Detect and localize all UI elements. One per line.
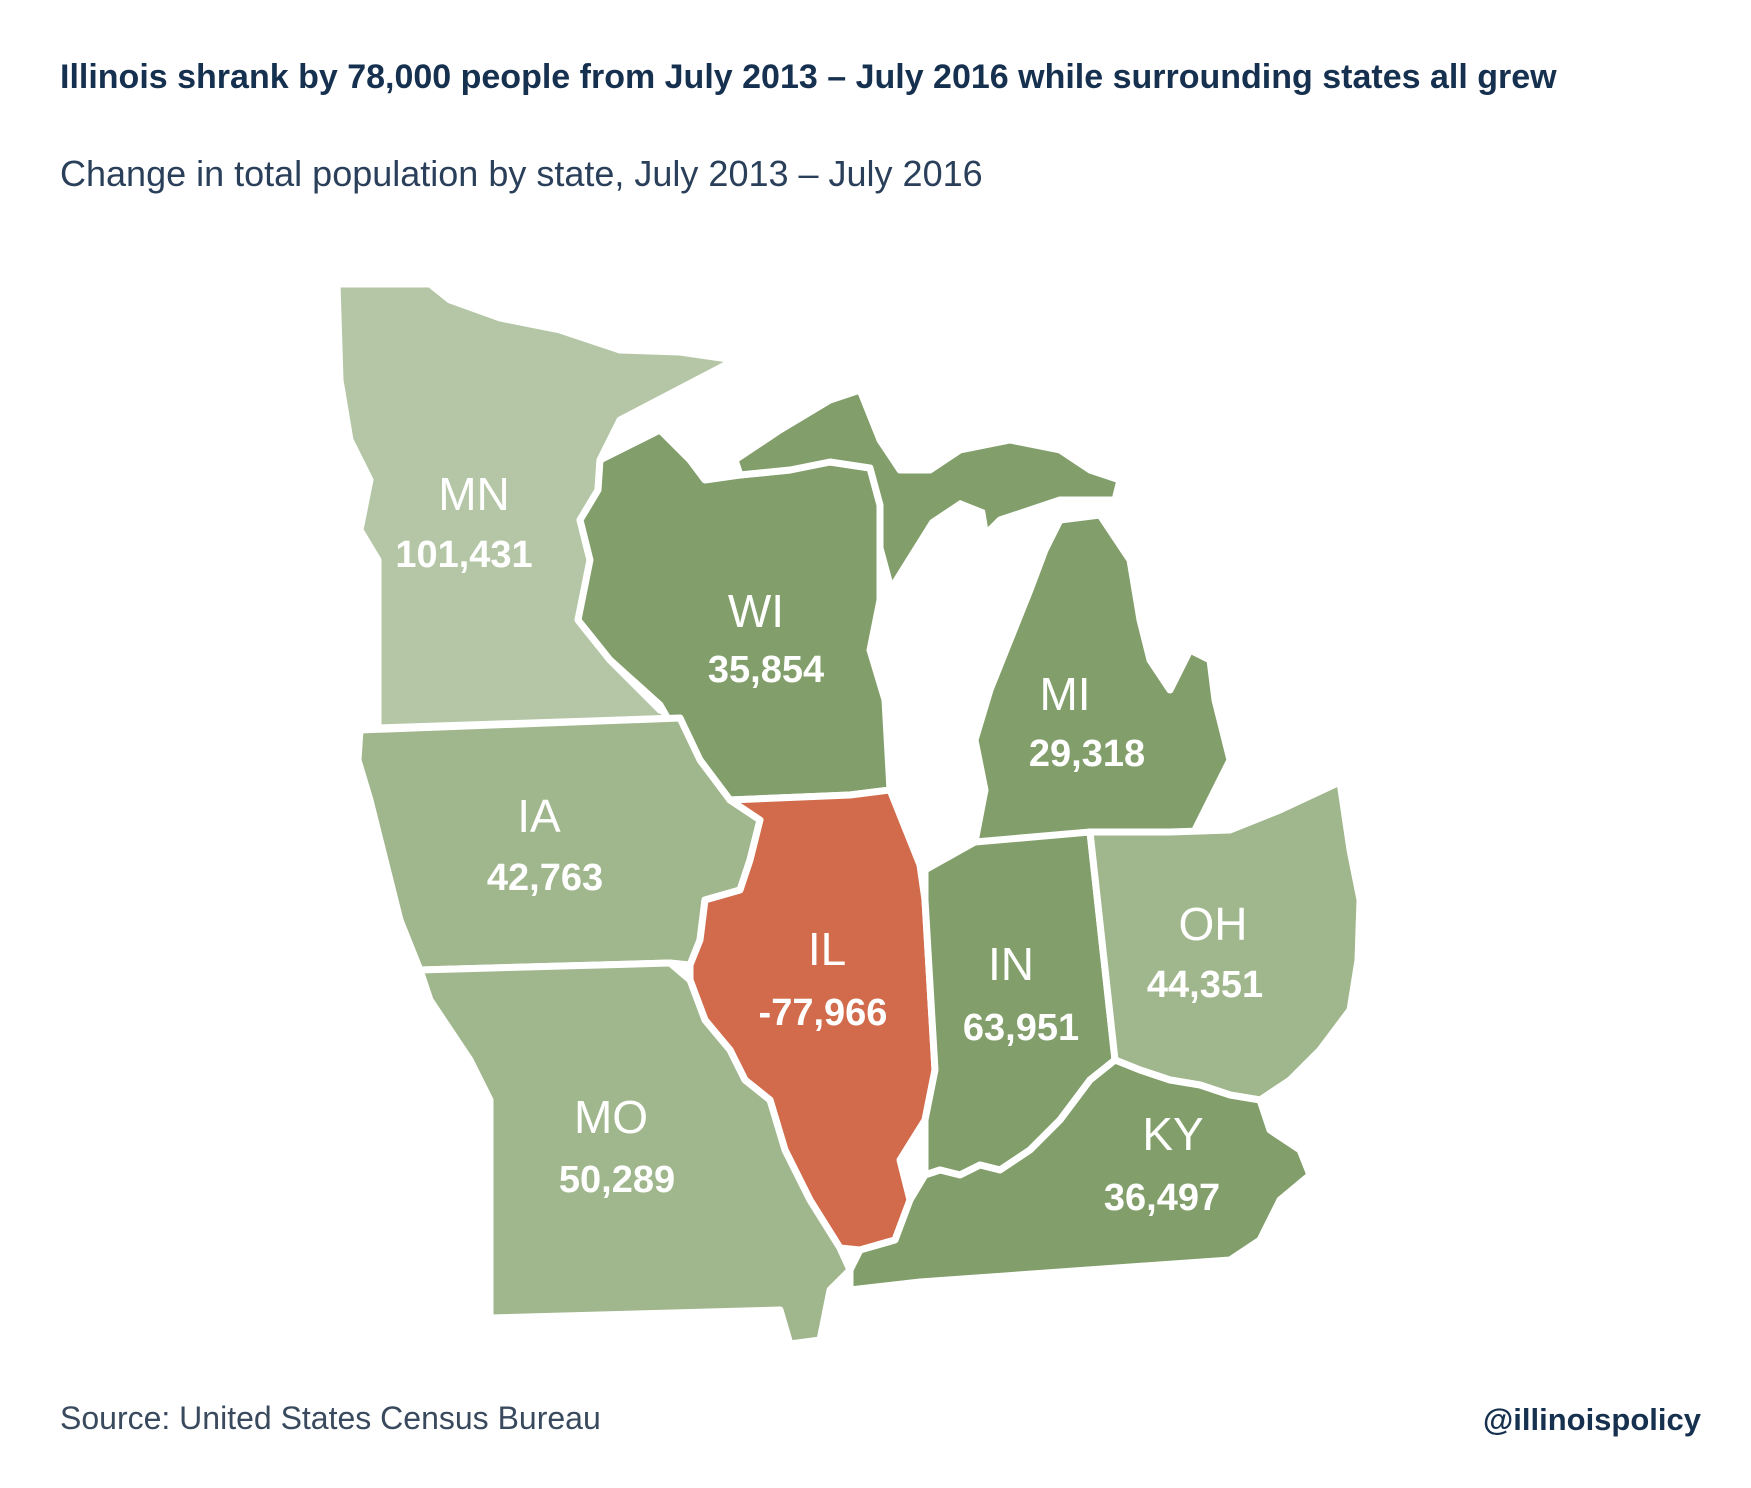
state-MI-upper xyxy=(731,386,1124,644)
label-MO-value: 50,289 xyxy=(559,1159,675,1201)
label-IL-value: -77,966 xyxy=(759,992,888,1034)
label-IA-abbr: IA xyxy=(517,790,561,842)
state-MI-lower xyxy=(971,511,1234,846)
label-OH-abbr: OH xyxy=(1179,898,1248,950)
label-MO-abbr: MO xyxy=(574,1091,648,1143)
state-KY xyxy=(846,1056,1314,1294)
label-MN-abbr: MN xyxy=(438,468,510,520)
label-WI-value: 35,854 xyxy=(708,649,824,691)
label-IL-abbr: IL xyxy=(808,923,846,975)
label-KY-value: 36,497 xyxy=(1104,1177,1220,1219)
label-WI-abbr: WI xyxy=(728,585,784,637)
lake-michigan xyxy=(870,500,990,870)
label-MI-abbr: MI xyxy=(1039,668,1090,720)
label-IN-abbr: IN xyxy=(988,938,1034,990)
label-KY-abbr: KY xyxy=(1142,1108,1203,1160)
label-MN-value: 101,431 xyxy=(395,534,532,576)
chart-subtitle: Change in total population by state, Jul… xyxy=(60,153,983,194)
source-note: Source: United States Census Bureau xyxy=(60,1400,601,1436)
label-IN-value: 63,951 xyxy=(963,1007,1079,1049)
label-OH-value: 44,351 xyxy=(1147,964,1263,1006)
label-IA-value: 42,763 xyxy=(487,857,603,899)
social-handle: @illinoispolicy xyxy=(1483,1402,1701,1437)
chart-title: Illinois shrank by 78,000 people from Ju… xyxy=(60,58,1557,96)
label-MI-value: 29,318 xyxy=(1029,733,1145,775)
